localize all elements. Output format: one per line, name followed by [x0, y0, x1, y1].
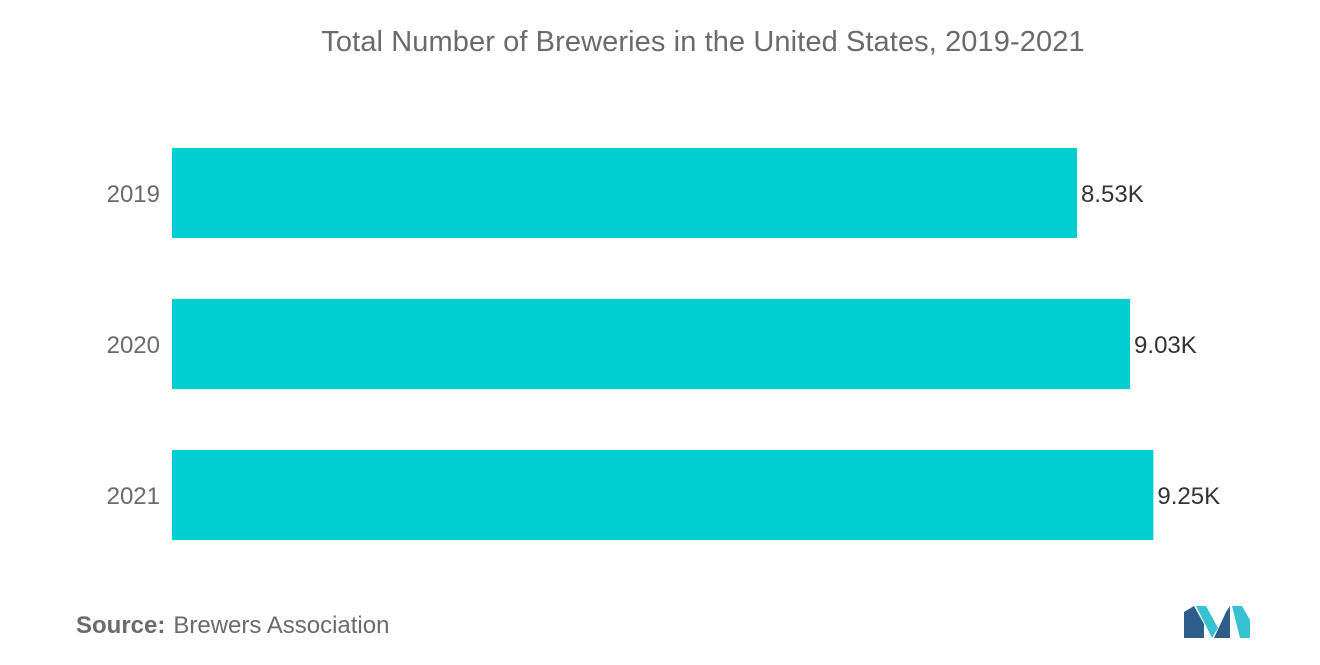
bar-chart: 2019 8.53K 2020 9.03K 2021 9.25K	[107, 148, 1220, 540]
bar-2019	[172, 148, 1077, 238]
category-label-2021: 2021	[107, 483, 160, 510]
source-text: Brewers Association	[173, 612, 390, 639]
source-label: Source:	[76, 612, 166, 639]
value-label-2019: 8.53K	[1081, 181, 1144, 208]
value-label-2020: 9.03K	[1134, 332, 1197, 359]
bar-2021	[172, 450, 1154, 540]
bar-2020	[172, 299, 1131, 389]
chart-title: Total Number of Breweries in the United …	[321, 26, 1085, 58]
value-label-2021: 9.25K	[1157, 483, 1220, 510]
category-label-2020: 2020	[107, 332, 160, 359]
mordor-logo-icon	[1184, 606, 1250, 638]
source-note: Source: Brewers Association	[76, 612, 389, 640]
category-label-2019: 2019	[107, 181, 160, 208]
